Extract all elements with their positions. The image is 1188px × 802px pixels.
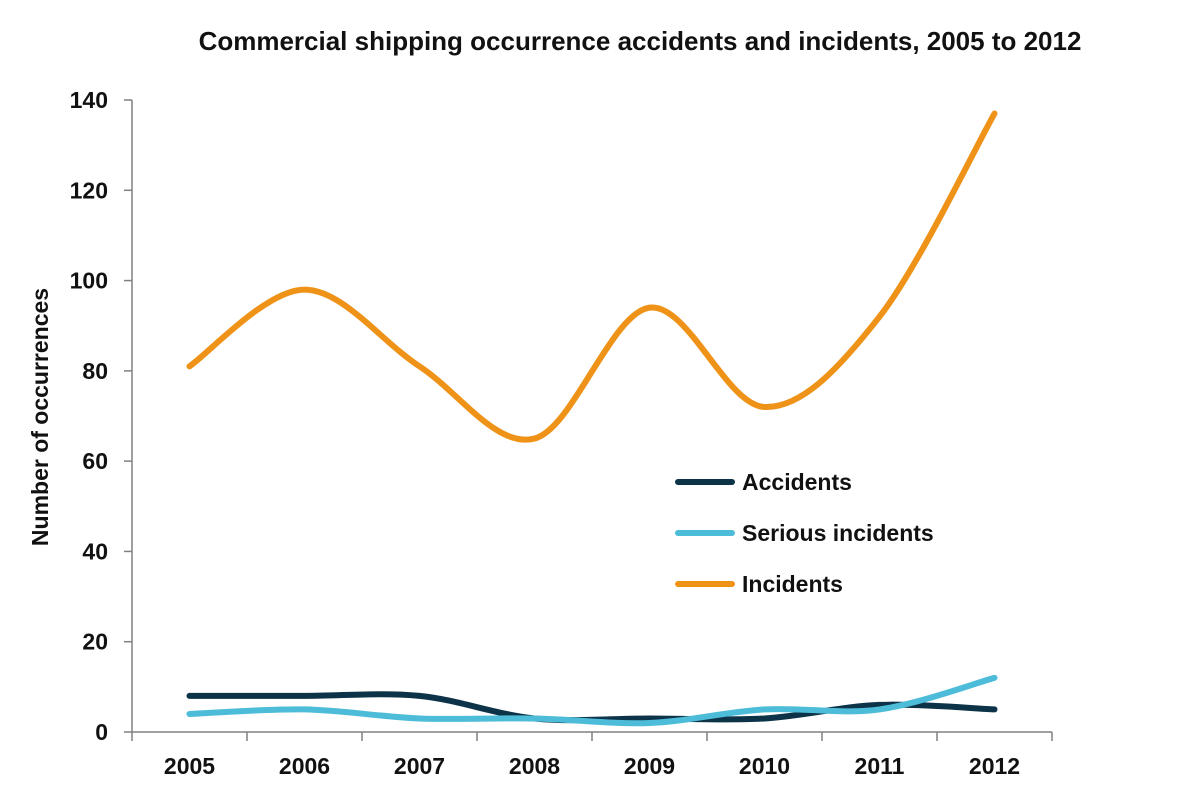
legend-label-accidents: Accidents [742,469,852,495]
series-lines [186,110,998,727]
x-tick-label: 2011 [855,753,905,779]
x-tick-label: 2012 [969,753,1020,779]
y-tick-label: 80 [82,358,108,384]
legend-label-serious-incidents: Serious incidents [742,520,934,546]
y-tick-label: 120 [70,177,108,203]
y-tick-label: 60 [82,448,108,474]
y-tick-label: 0 [95,719,108,745]
chart-title: Commercial shipping occurrence accidents… [199,26,1082,56]
x-axis-ticks: 2005 2006 2007 2008 2009 2010 2011 2012 [131,732,1053,779]
y-tick-label: 140 [70,87,108,113]
x-tick-label: 2005 [164,753,215,779]
x-tick-label: 2006 [279,753,330,779]
y-axis-title: Number of occurrences [27,288,53,546]
legend: Accidents Serious incidents Incidents [675,469,934,597]
x-tick-label: 2010 [739,753,790,779]
y-tick-label: 20 [82,629,108,655]
series-line-serious-incidents [186,674,998,727]
y-tick-label: 100 [70,268,108,294]
series-line-incidents [186,110,998,443]
x-tick-label: 2009 [624,753,675,779]
legend-label-incidents: Incidents [742,571,843,597]
x-tick-label: 2008 [509,753,560,779]
axes [131,100,1052,733]
y-axis-ticks: 0 20 40 60 80 100 120 140 [70,87,132,745]
y-tick-label: 40 [82,538,108,564]
x-tick-label: 2007 [394,753,445,779]
